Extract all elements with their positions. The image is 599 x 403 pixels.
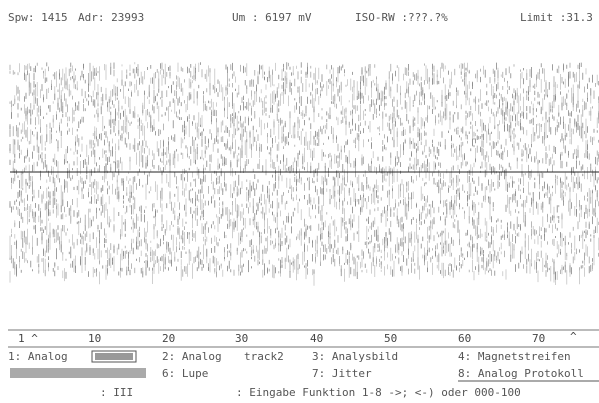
status-limit: Limit :31.3 (520, 11, 593, 24)
menu-strip (10, 368, 146, 378)
screen: Spw: 1415 Adr: 23993 Um : 6197 mV ISO-RW… (0, 0, 599, 403)
menu-item[interactable]: track2 (244, 350, 284, 363)
menu-item[interactable]: 1: Analog (8, 350, 68, 363)
status-iso: ISO-RW :???.?% (355, 11, 448, 24)
menu-item[interactable]: 8: Analog Protokoll (458, 367, 584, 380)
ruler-label: 60 (458, 332, 471, 345)
status-spw: Spw: 1415 (8, 11, 68, 24)
menu-icon (92, 351, 136, 362)
menu-item[interactable]: 2: Analog (162, 350, 222, 363)
menu-item[interactable]: 7: Jitter (312, 367, 372, 380)
noise-texture (10, 62, 599, 286)
prompt-left: : III (100, 386, 133, 399)
status-um: Um : 6197 mV (232, 11, 312, 24)
menu-item[interactable]: 3: Analysbild (312, 350, 398, 363)
status-adr: Adr: 23993 (78, 11, 144, 24)
ruler-label: 1 ^ (18, 332, 38, 345)
menu-item[interactable]: 4: Magnetstreifen (458, 350, 571, 363)
menu-item[interactable]: 6: Lupe (162, 367, 208, 380)
ruler-label: 30 (235, 332, 248, 345)
ruler-label: ^ (570, 330, 577, 343)
ruler-label: 70 (532, 332, 545, 345)
ruler-label: 40 (310, 332, 323, 345)
signal-display (10, 62, 599, 286)
ruler-label: 50 (384, 332, 397, 345)
ruler-label: 10 (88, 332, 101, 345)
ruler-label: 20 (162, 332, 175, 345)
page: {"status_bar": {"spw": "Spw: 1415", "adr… (0, 0, 599, 403)
prompt-right: : Eingabe Funktion 1-8 ->; <-) oder 000-… (236, 386, 521, 399)
